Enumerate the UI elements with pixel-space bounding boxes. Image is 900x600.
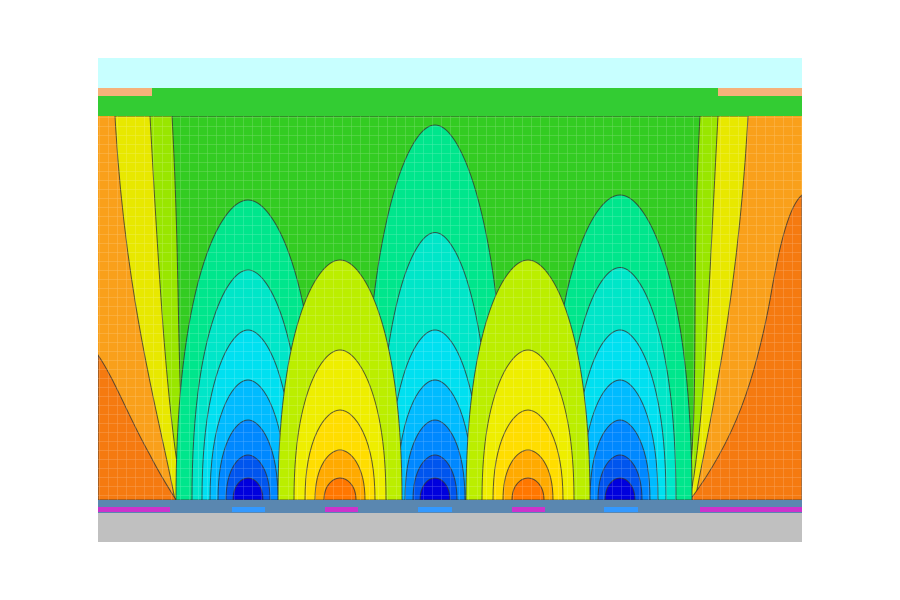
top-electrode-right bbox=[718, 88, 802, 96]
electrode bbox=[418, 507, 452, 512]
electrode bbox=[512, 507, 545, 512]
electrode bbox=[325, 507, 358, 512]
substrate bbox=[98, 513, 802, 542]
top-electrode-left bbox=[98, 88, 152, 96]
mesh-grid bbox=[98, 116, 802, 500]
green-layer bbox=[98, 88, 802, 116]
electrode bbox=[604, 507, 638, 512]
electrode bbox=[700, 507, 802, 512]
top-layer bbox=[98, 58, 802, 88]
bottom-electrodes bbox=[98, 507, 802, 512]
potential-field bbox=[98, 116, 802, 500]
electrode bbox=[98, 507, 170, 512]
electrode bbox=[232, 507, 265, 512]
